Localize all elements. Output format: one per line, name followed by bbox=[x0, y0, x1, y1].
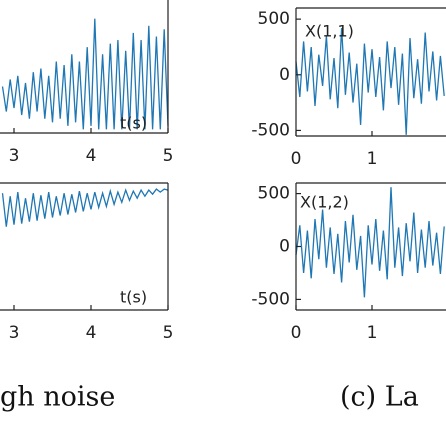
y-tick-label: 0 bbox=[279, 237, 290, 257]
caption: (c) La bbox=[340, 382, 419, 413]
y-tick-label: -500 bbox=[251, 120, 290, 140]
caption: gh noise bbox=[0, 382, 115, 413]
y-tick-label: 500 bbox=[258, 9, 290, 29]
annotation: X(1,1) bbox=[305, 22, 354, 41]
y-tick-label: -500 bbox=[251, 289, 290, 309]
x-tick-label: 3 bbox=[9, 323, 20, 343]
x-tick-label: 4 bbox=[86, 323, 97, 343]
signal-line bbox=[295, 27, 445, 135]
x-tick-label: 5 bbox=[163, 323, 174, 343]
x-tick-label: 5 bbox=[163, 146, 174, 166]
y-tick-label: 0 bbox=[279, 65, 290, 85]
annotation: X(1,2) bbox=[300, 193, 349, 212]
x-tick-label: 1 bbox=[367, 149, 378, 169]
x-tick-label: 0 bbox=[291, 149, 302, 169]
signal-line bbox=[1, 188, 169, 227]
x-tick-label: 3 bbox=[9, 146, 20, 166]
x-tick-label: 4 bbox=[86, 146, 97, 166]
signal-line bbox=[295, 187, 445, 298]
annotation: t(s) bbox=[120, 114, 147, 133]
annotation: t(s) bbox=[120, 288, 147, 307]
x-tick-label: 1 bbox=[367, 323, 378, 343]
x-tick-label: 0 bbox=[291, 323, 302, 343]
signal-line bbox=[1, 18, 169, 130]
y-tick-label: 500 bbox=[258, 184, 290, 204]
